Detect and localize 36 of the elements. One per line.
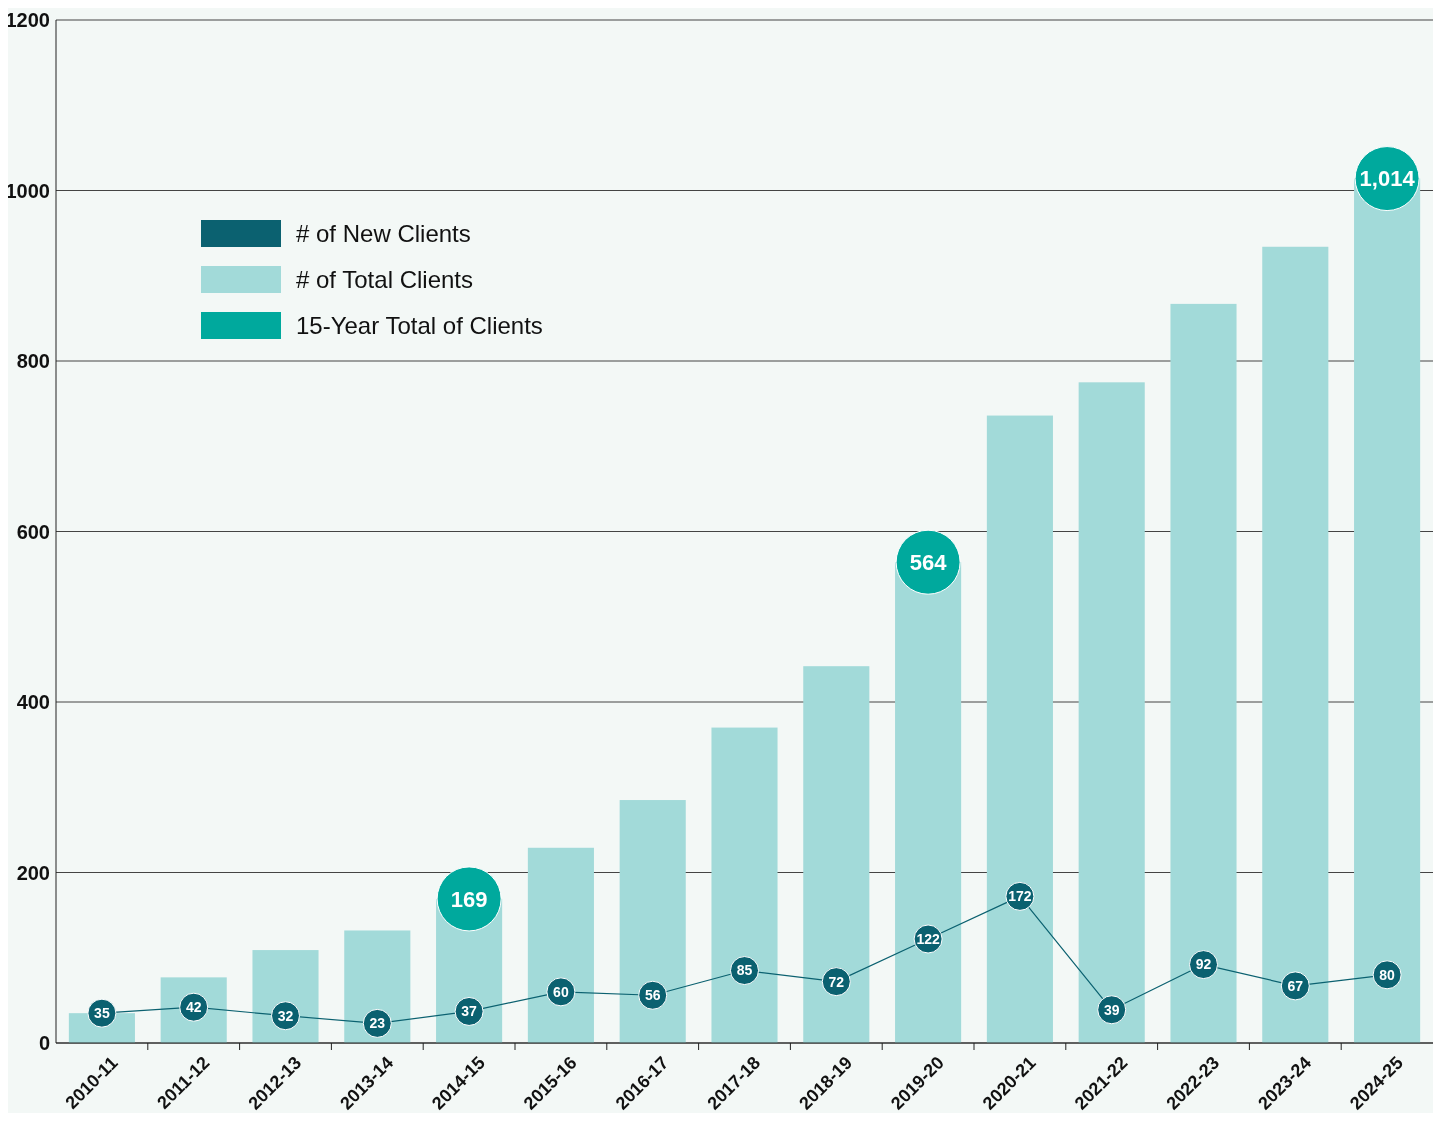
data-label: 42: [185, 999, 202, 1016]
y-tick-label: 600: [16, 520, 50, 543]
y-tick-label: 800: [16, 350, 50, 372]
y-tick-label: 400: [16, 691, 50, 713]
data-label: 23: [369, 1015, 386, 1032]
y-tick-label: 0: [38, 1032, 50, 1054]
bar: [252, 950, 319, 1043]
data-label: 1,014: [1359, 166, 1416, 192]
bar: [1262, 246, 1329, 1043]
data-label: 92: [1195, 956, 1212, 973]
data-label: 172: [1008, 888, 1032, 905]
bar: [803, 666, 870, 1043]
data-label: 37: [461, 1003, 478, 1020]
data-label: 564: [909, 549, 948, 575]
data-label: 60: [553, 983, 569, 1000]
bar: [711, 727, 778, 1043]
legend-label: 15-Year Total of Clients: [296, 312, 543, 340]
bar: [619, 800, 686, 1043]
data-label: 39: [1103, 1001, 1120, 1018]
data-label: 80: [1379, 966, 1396, 983]
data-label: 72: [828, 973, 845, 990]
bar: [344, 930, 411, 1043]
data-label: 169: [450, 886, 488, 912]
data-label: 32: [277, 1007, 294, 1024]
bar: [527, 847, 594, 1043]
bar: [986, 415, 1053, 1043]
data-label: 122: [916, 930, 940, 947]
bar: [1078, 382, 1145, 1043]
legend-label: # of Total Clients: [296, 266, 473, 294]
bar: [1170, 303, 1237, 1043]
y-tick-label: 200: [16, 861, 50, 884]
data-label: 35: [94, 1005, 110, 1022]
data-label: 85: [736, 962, 753, 979]
data-label: 67: [1287, 977, 1304, 994]
data-label: 56: [644, 987, 661, 1004]
legend-label: # of New Clients: [296, 220, 471, 248]
